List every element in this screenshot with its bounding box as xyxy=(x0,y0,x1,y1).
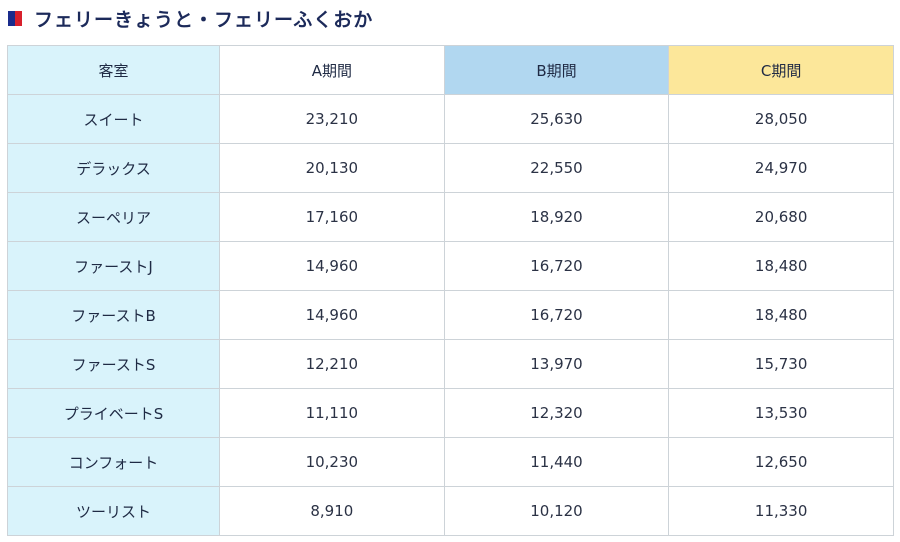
price-c-cell: 15,730 xyxy=(668,339,894,389)
table-row: スイート 23,210 25,630 28,050 xyxy=(7,94,894,144)
price-a-cell: 23,210 xyxy=(219,94,445,144)
table-header-row: 客室 A期間 B期間 C期間 xyxy=(7,45,894,95)
fare-table: 客室 A期間 B期間 C期間 スイート 23,210 25,630 28,050 デラッ… xyxy=(7,45,894,536)
price-c-cell: 12,650 xyxy=(668,437,894,487)
price-c-cell: 20,680 xyxy=(668,192,894,242)
table-row: デラックス 20,130 22,550 24,970 xyxy=(7,143,894,193)
header-period-b: B期間 xyxy=(443,45,670,95)
room-name-cell: ツーリスト xyxy=(7,486,220,536)
price-c-cell: 28,050 xyxy=(668,94,894,144)
room-name-cell: スイート xyxy=(7,94,220,144)
room-name-cell: スーペリア xyxy=(7,192,220,242)
room-name-cell: コンフォート xyxy=(7,437,220,487)
price-a-cell: 20,130 xyxy=(219,143,445,193)
header-period-a: A期間 xyxy=(219,45,445,95)
price-c-cell: 18,480 xyxy=(668,241,894,291)
room-name-cell: ファーストB xyxy=(7,290,220,340)
room-name-cell: プライベートS xyxy=(7,388,220,438)
table-row: スーペリア 17,160 18,920 20,680 xyxy=(7,192,894,242)
price-b-cell: 13,970 xyxy=(443,339,670,389)
price-a-cell: 17,160 xyxy=(219,192,445,242)
price-b-cell: 12,320 xyxy=(443,388,670,438)
price-a-cell: 12,210 xyxy=(219,339,445,389)
price-a-cell: 10,230 xyxy=(219,437,445,487)
price-b-cell: 18,920 xyxy=(443,192,670,242)
table-row: ファーストB 14,960 16,720 18,480 xyxy=(7,290,894,340)
table-row: プライベートS 11,110 12,320 13,530 xyxy=(7,388,894,438)
price-b-cell: 16,720 xyxy=(443,241,670,291)
price-c-cell: 18,480 xyxy=(668,290,894,340)
price-b-cell: 10,120 xyxy=(443,486,670,536)
price-a-cell: 11,110 xyxy=(219,388,445,438)
room-name-cell: デラックス xyxy=(7,143,220,193)
price-b-cell: 11,440 xyxy=(443,437,670,487)
price-a-cell: 14,960 xyxy=(219,290,445,340)
room-name-cell: ファーストJ xyxy=(7,241,220,291)
price-a-cell: 14,960 xyxy=(219,241,445,291)
table-row: ファーストS 12,210 13,970 15,730 xyxy=(7,339,894,389)
price-b-cell: 22,550 xyxy=(443,143,670,193)
price-b-cell: 25,630 xyxy=(443,94,670,144)
header-period-c: C期間 xyxy=(668,45,894,95)
price-c-cell: 11,330 xyxy=(668,486,894,536)
header-room: 客室 xyxy=(7,45,220,95)
room-name-cell: ファーストS xyxy=(7,339,220,389)
table-row: ツーリスト 8,910 10,120 11,330 xyxy=(7,486,894,536)
page-title: フェリーきょうと・フェリーふくおか xyxy=(34,8,374,31)
price-c-cell: 24,970 xyxy=(668,143,894,193)
section-heading: フェリーきょうと・フェリーふくおか xyxy=(8,0,373,36)
price-a-cell: 8,910 xyxy=(219,486,445,536)
price-b-cell: 16,720 xyxy=(443,290,670,340)
price-c-cell: 13,530 xyxy=(668,388,894,438)
table-row: ファーストJ 14,960 16,720 18,480 xyxy=(7,241,894,291)
table-row: コンフォート 10,230 11,440 12,650 xyxy=(7,437,894,487)
heading-flag-icon xyxy=(8,10,22,26)
